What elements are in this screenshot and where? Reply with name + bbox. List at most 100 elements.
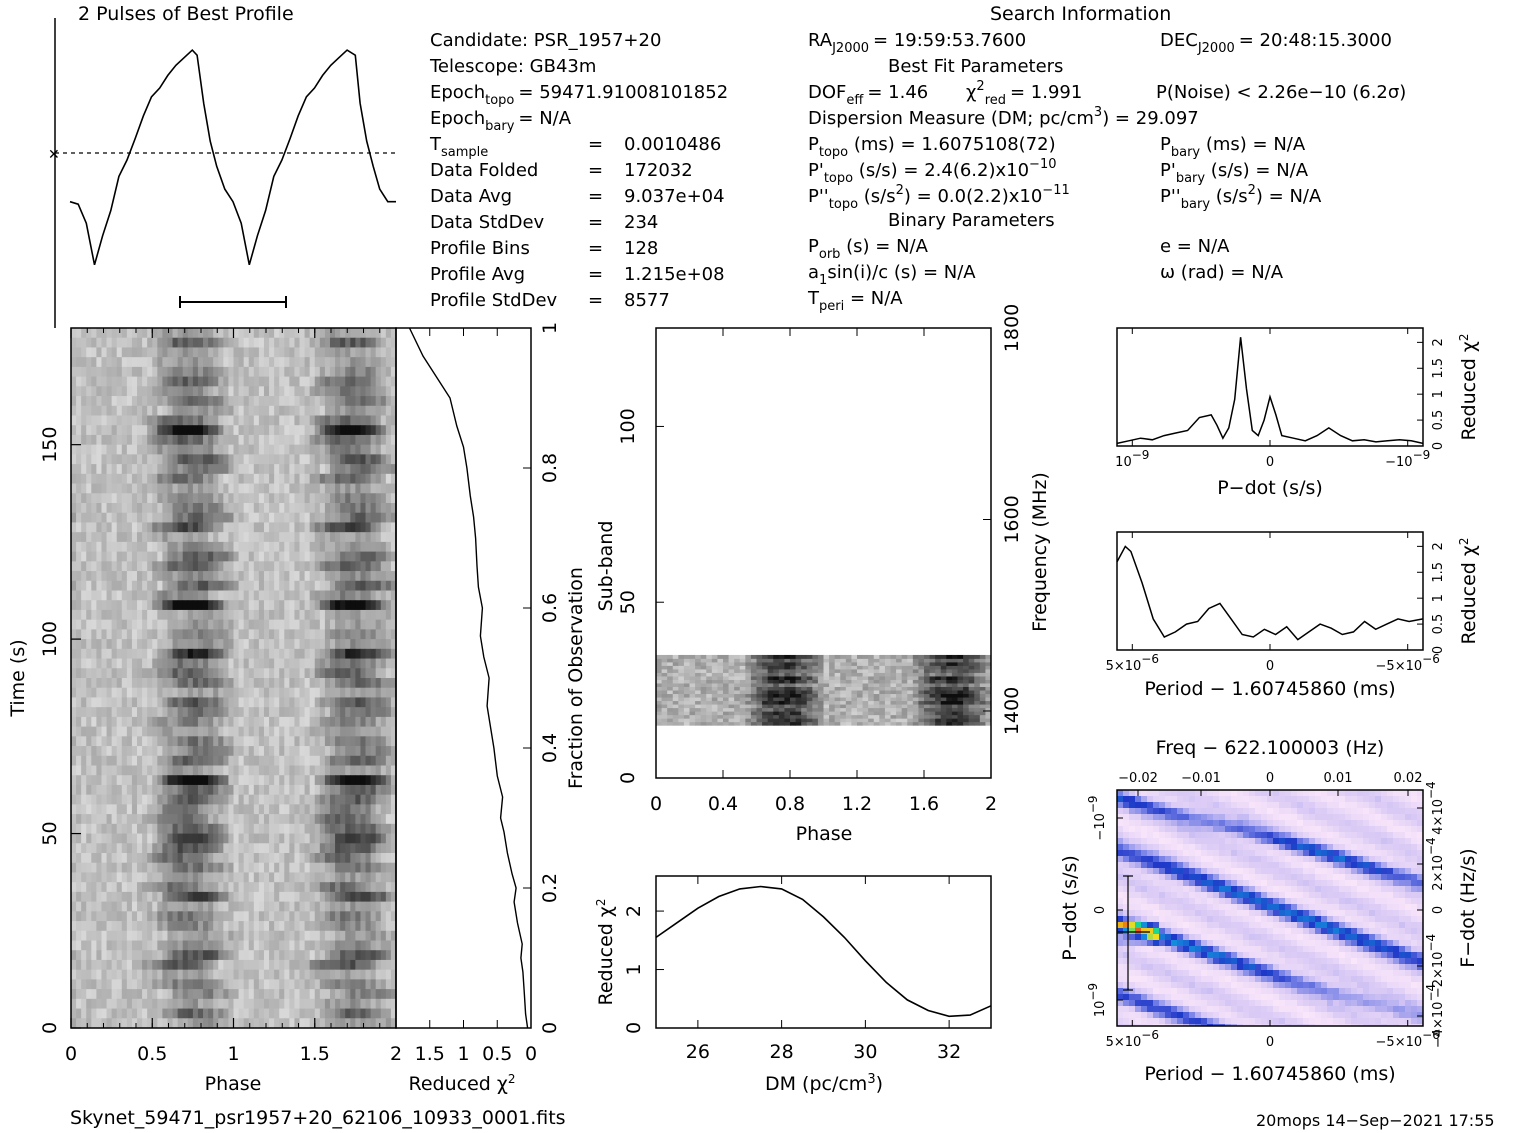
time-phase-cell bbox=[86, 736, 92, 747]
time-phase-cell bbox=[365, 989, 372, 1000]
subband-cell bbox=[750, 718, 757, 723]
subband-cell bbox=[683, 714, 690, 719]
time-phase-cell bbox=[365, 590, 372, 601]
time-phase-cell bbox=[390, 736, 397, 747]
time-phase-cell bbox=[177, 979, 184, 990]
time-phase-cell bbox=[294, 882, 300, 893]
subband-cell bbox=[773, 714, 780, 719]
time-phase-cell bbox=[228, 590, 234, 601]
time-phase-cell bbox=[142, 386, 148, 397]
time-phase-cell bbox=[309, 959, 316, 971]
time-phase-cell bbox=[340, 619, 346, 630]
time-phase-cell bbox=[253, 950, 260, 961]
time-phase-cell bbox=[157, 901, 163, 912]
time-phase-cell bbox=[385, 512, 392, 523]
time-phase-cell bbox=[274, 328, 280, 339]
time-phase-cell bbox=[309, 804, 316, 815]
time-phase-cell bbox=[329, 357, 336, 368]
time-phase-cell bbox=[243, 911, 250, 922]
time-phase-cell bbox=[284, 716, 290, 728]
time-phase-cell bbox=[258, 366, 265, 378]
time-phase-cell bbox=[370, 551, 377, 562]
time-phase-cell bbox=[274, 648, 280, 659]
time-phase-cell bbox=[142, 532, 148, 543]
subband-cell bbox=[745, 711, 752, 716]
time-phase-cell bbox=[233, 532, 239, 543]
subband-cell bbox=[963, 711, 970, 716]
time-phase-cell bbox=[238, 629, 245, 640]
time-phase-cell bbox=[258, 609, 265, 621]
time-phase-cell bbox=[197, 814, 204, 825]
time-phase-cell bbox=[172, 522, 179, 533]
time-phase-cell bbox=[345, 648, 351, 659]
time-phase-cell bbox=[370, 454, 377, 465]
time-phase-cell bbox=[284, 950, 290, 961]
info-row-label: Data Avg bbox=[430, 186, 512, 207]
time-phase-cell bbox=[269, 872, 275, 883]
time-phase-cell bbox=[238, 1018, 245, 1029]
time-phase-cell bbox=[324, 376, 331, 387]
time-phase-cell bbox=[340, 405, 346, 416]
time-phase-cell bbox=[71, 998, 77, 1009]
time-phase-cell bbox=[162, 668, 168, 679]
time-phase-cell bbox=[284, 765, 290, 776]
time-phase-cell bbox=[218, 959, 224, 971]
time-phase-cell bbox=[324, 658, 331, 669]
time-phase-cell bbox=[131, 833, 138, 844]
time-phase-cell bbox=[213, 843, 219, 854]
time-phase-cell bbox=[182, 901, 189, 912]
time-phase-cell bbox=[131, 473, 138, 484]
subband-cell bbox=[683, 718, 690, 723]
time-phase-cell bbox=[385, 503, 392, 514]
time-phase-cell bbox=[228, 668, 234, 679]
time-phase-cell bbox=[218, 989, 224, 1000]
time-phase-cell bbox=[289, 337, 295, 348]
time-phase-cell bbox=[309, 600, 316, 611]
time-phase-cell bbox=[269, 794, 275, 805]
time-phase-cell bbox=[131, 405, 138, 416]
time-phase-cell bbox=[253, 765, 260, 776]
time-phase-cell bbox=[345, 716, 351, 728]
time-phase-cell bbox=[71, 473, 77, 484]
time-phase-cell bbox=[375, 843, 382, 854]
time-phase-cell bbox=[86, 376, 92, 387]
time-phase-cell bbox=[218, 629, 224, 640]
time-phase-cell bbox=[279, 405, 285, 416]
time-phase-cell bbox=[299, 726, 305, 737]
time-phase-cell bbox=[375, 532, 382, 543]
time-phase-cell bbox=[172, 396, 179, 407]
time-phase-cell bbox=[152, 503, 158, 514]
time-phase-cell bbox=[208, 765, 214, 776]
time-phase-cell bbox=[192, 376, 199, 387]
time-phase-cell bbox=[208, 794, 214, 805]
time-phase-cell bbox=[233, 707, 239, 718]
time-phase-cell bbox=[345, 697, 351, 708]
time-phase-cell bbox=[182, 775, 189, 786]
time-phase-cell bbox=[167, 862, 173, 873]
time-phase-cell bbox=[177, 989, 184, 1000]
time-phase-cell bbox=[309, 930, 316, 941]
time-phase-cell bbox=[365, 814, 372, 825]
time-phase-cell bbox=[365, 969, 372, 980]
time-phase-cell bbox=[142, 1018, 148, 1029]
time-phase-cell bbox=[162, 629, 168, 640]
time-phase-cell bbox=[131, 716, 138, 728]
subband-cell bbox=[918, 721, 925, 726]
time-phase-cell bbox=[360, 843, 366, 854]
time-phase-cell bbox=[152, 882, 158, 893]
time-phase-cell bbox=[147, 998, 153, 1009]
time-phase-cell bbox=[81, 376, 87, 387]
time-phase-cell bbox=[365, 872, 372, 883]
time-phase-cell bbox=[126, 843, 133, 854]
time-phase-cell bbox=[258, 386, 265, 397]
time-phase-cell bbox=[324, 415, 331, 426]
time-phase-cell bbox=[314, 541, 321, 553]
time-phase-cell bbox=[106, 590, 113, 601]
time-phase-cell bbox=[294, 425, 300, 436]
time-phase-cell bbox=[375, 396, 382, 407]
time-phase-cell bbox=[375, 337, 382, 348]
time-phase-cell bbox=[101, 726, 107, 737]
time-phase-cell bbox=[355, 580, 361, 591]
time-phase-cell bbox=[375, 814, 382, 825]
time-phase-cell bbox=[91, 911, 97, 922]
